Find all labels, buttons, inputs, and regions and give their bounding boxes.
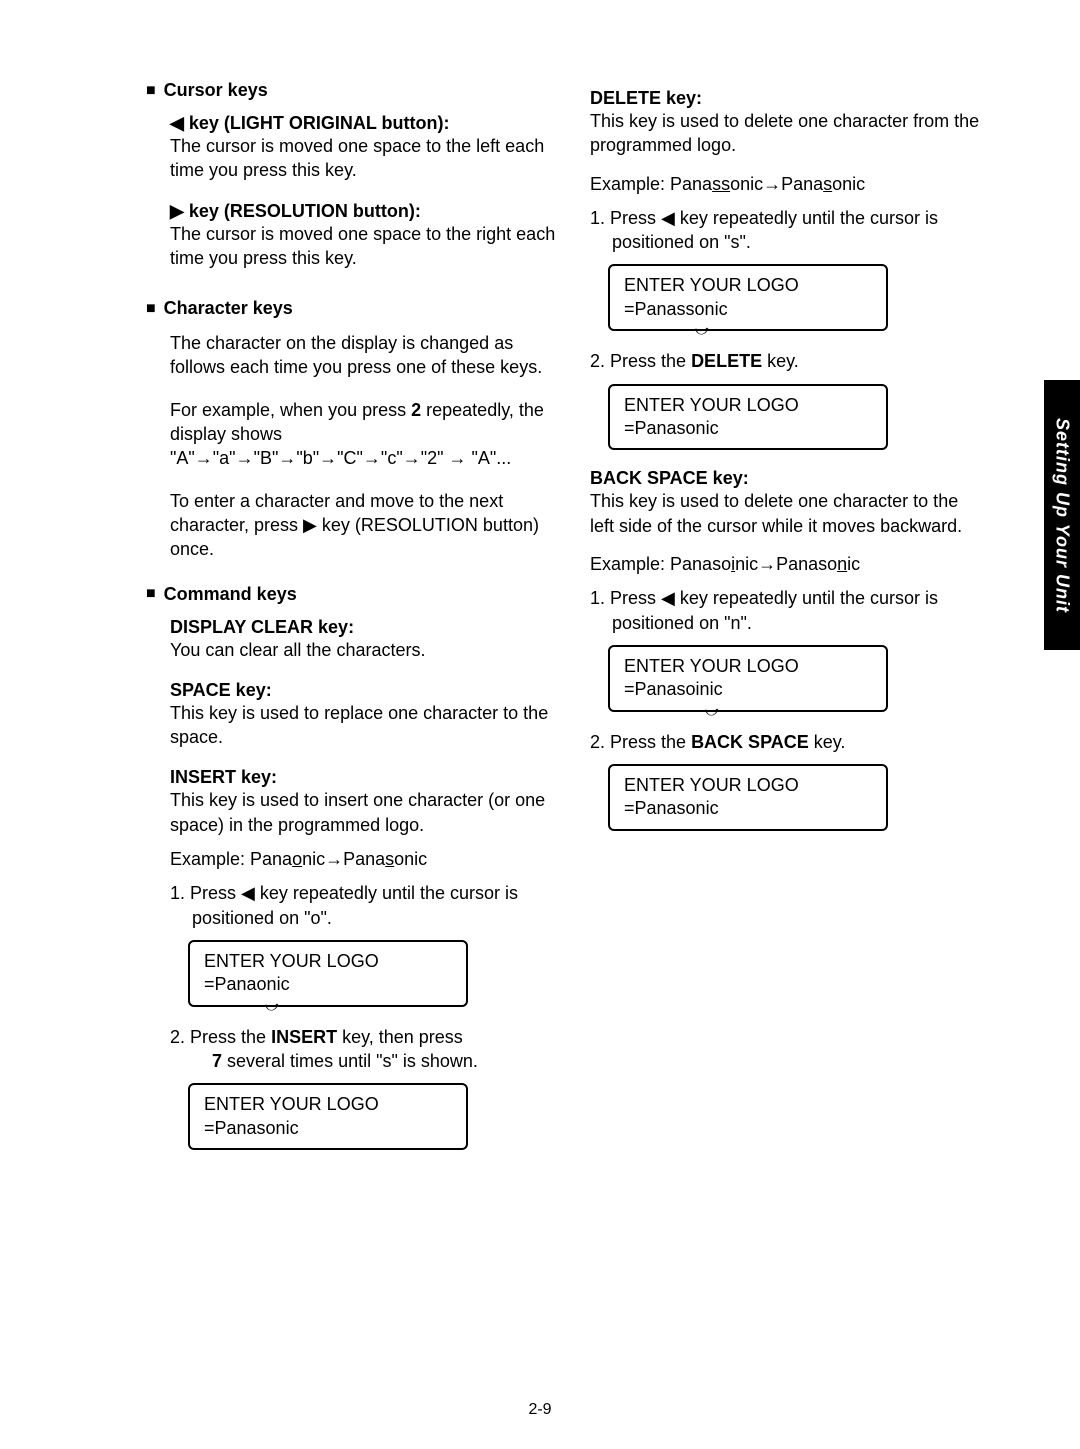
char-keys-text3: To enter a character and move to the nex…	[170, 489, 560, 562]
display-line: =Panasoinic	[624, 679, 723, 699]
insert-display2: ENTER YOUR LOGO =Panasonic	[188, 1083, 468, 1150]
left-column: Cursor keys ◀ key (LIGHT ORIGINAL button…	[60, 80, 560, 1172]
char-keys-text1: The character on the display is changed …	[170, 331, 560, 380]
right-column: DELETE key: This key is used to delete o…	[590, 80, 1020, 1172]
char-keys-heading: Character keys	[170, 298, 560, 319]
space-text: This key is used to replace one characte…	[170, 701, 560, 750]
display-line: ENTER YOUR LOGO	[204, 951, 379, 971]
backspace-display2: ENTER YOUR LOGO =Panasonic	[608, 764, 888, 831]
char-keys-text2: For example, when you press 2 repeatedly…	[170, 398, 560, 471]
left-key-text: The cursor is moved one space to the lef…	[170, 134, 560, 183]
step-bold: BACK SPACE	[691, 732, 809, 752]
step-text: several times until "s" is shown.	[222, 1051, 478, 1071]
step-bold: DELETE	[691, 351, 762, 371]
backspace-example: Example: Panasoinic→Panasonic	[590, 552, 980, 576]
display-clear-heading: DISPLAY CLEAR key:	[170, 617, 560, 638]
display-clear-text: You can clear all the characters.	[170, 638, 560, 662]
step-text: 2. Press the	[170, 1027, 271, 1047]
delete-text: This key is used to delete one character…	[590, 109, 980, 158]
display-line: ENTER YOUR LOGO	[624, 775, 799, 795]
insert-example: Example: Panaonic→Panasonic	[170, 847, 560, 871]
step-text: key.	[809, 732, 846, 752]
page-number: 2-9	[528, 1401, 551, 1419]
step-bold: 7	[212, 1051, 222, 1071]
space-heading: SPACE key:	[170, 680, 560, 701]
display-line: =Panasonic	[624, 418, 719, 438]
display-line: ENTER YOUR LOGO	[624, 275, 799, 295]
cursor-icon: ⤻	[265, 999, 280, 1013]
display-line: ENTER YOUR LOGO	[624, 395, 799, 415]
display-line: =Panaonic	[204, 974, 290, 994]
insert-heading: INSERT key:	[170, 767, 560, 788]
cursor-keys-heading: Cursor keys	[170, 80, 560, 101]
insert-text: This key is used to insert one character…	[170, 788, 560, 837]
page-content: Cursor keys ◀ key (LIGHT ORIGINAL button…	[60, 80, 1020, 1172]
backspace-heading: BACK SPACE key:	[590, 468, 980, 489]
backspace-step1: 1. Press ◀ key repeatedly until the curs…	[590, 586, 980, 635]
step-text: key, then press	[337, 1027, 463, 1047]
backspace-step2: 2. Press the BACK SPACE key.	[590, 730, 980, 754]
display-line: ENTER YOUR LOGO	[624, 656, 799, 676]
step-text: 2. Press the	[590, 732, 691, 752]
backspace-display1: ENTER YOUR LOGO =Panasoinic ⤻	[608, 645, 888, 712]
insert-display1: ENTER YOUR LOGO =Panaonic ⤻	[188, 940, 468, 1007]
right-key-text: The cursor is moved one space to the rig…	[170, 222, 560, 271]
insert-step2: 2. Press the INSERT key, then press 7 se…	[170, 1025, 560, 1074]
cursor-icon: ⤻	[695, 323, 710, 337]
step-text: 2. Press the	[590, 351, 691, 371]
char-text2a: For example, when you press	[170, 400, 411, 420]
display-line: ENTER YOUR LOGO	[204, 1094, 379, 1114]
step-text: key.	[762, 351, 799, 371]
display-line: =Panassonic	[624, 299, 728, 319]
insert-step1: 1. Press ◀ key repeatedly until the curs…	[170, 881, 560, 930]
delete-heading: DELETE key:	[590, 88, 980, 109]
side-tab: Setting Up Your Unit	[1044, 380, 1080, 650]
delete-display2: ENTER YOUR LOGO =Panasonic	[608, 384, 888, 451]
delete-step1: 1. Press ◀ key repeatedly until the curs…	[590, 206, 980, 255]
backspace-text: This key is used to delete one character…	[590, 489, 980, 538]
display-line: =Panasonic	[624, 798, 719, 818]
cursor-icon: ⤻	[705, 704, 720, 718]
delete-example: Example: Panassonic→Panasonic	[590, 172, 980, 196]
delete-step2: 2. Press the DELETE key.	[590, 349, 980, 373]
step-bold: INSERT	[271, 1027, 337, 1047]
left-key-heading: ◀ key (LIGHT ORIGINAL button):	[170, 113, 560, 134]
char-sequence: "A"→"a"→"B"→"b"→"C"→"c"→"2" → "A"...	[170, 448, 511, 468]
delete-display1: ENTER YOUR LOGO =Panassonic ⤻	[608, 264, 888, 331]
display-line: =Panasonic	[204, 1118, 299, 1138]
command-keys-heading: Command keys	[170, 584, 560, 605]
right-key-heading: ▶ key (RESOLUTION button):	[170, 201, 560, 222]
